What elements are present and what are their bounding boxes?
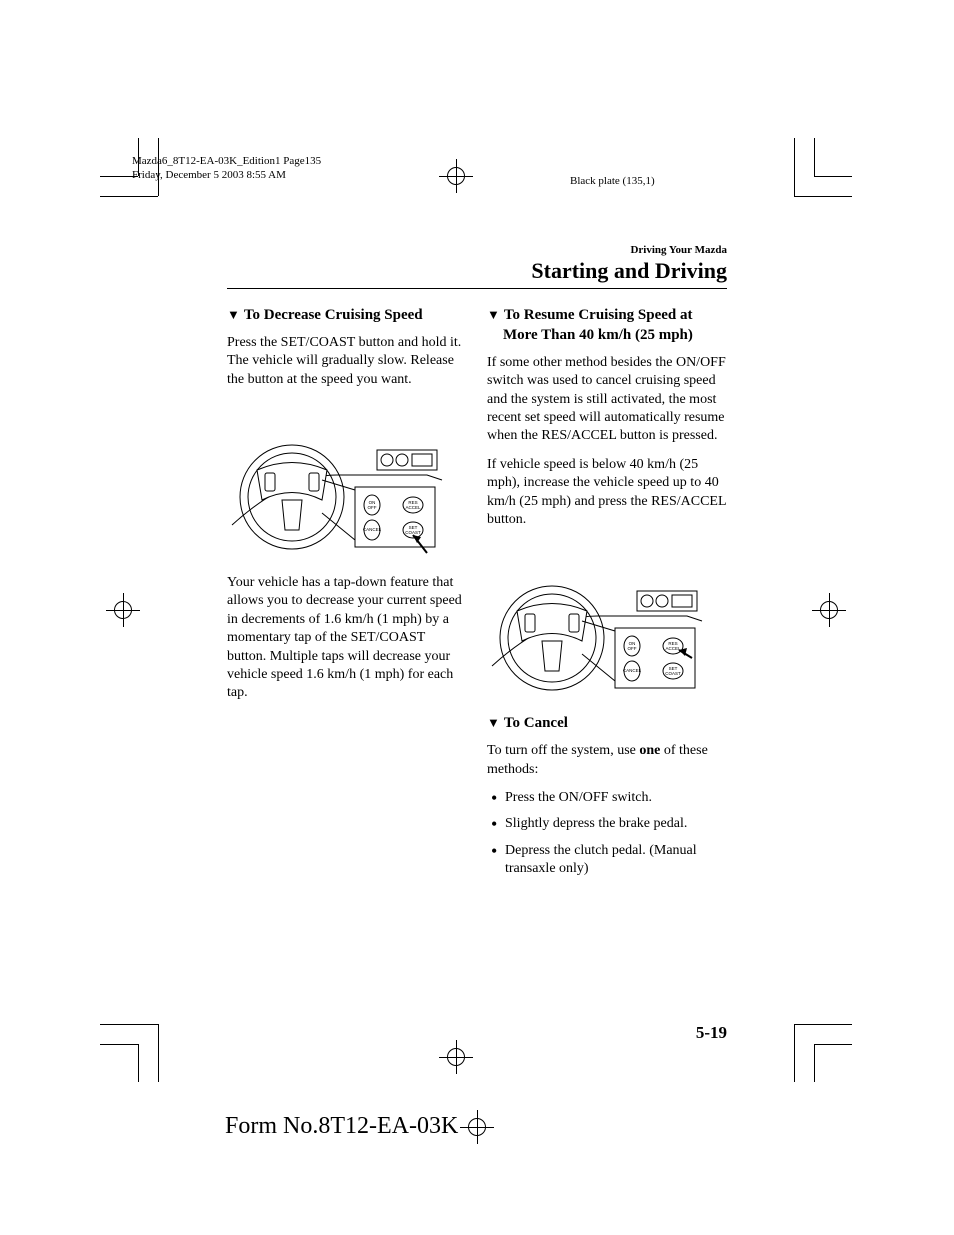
- doc-id: Mazda6_8T12-EA-03K_Edition1 Page135: [132, 155, 321, 169]
- manual-page: Mazda6_8T12-EA-03K_Edition1 Page135 Frid…: [0, 0, 954, 1235]
- subhead-decrease-speed: ▼ To Decrease Cruising Speed: [227, 306, 467, 326]
- svg-text:CANCEL: CANCEL: [363, 527, 382, 532]
- subhead-text: To Resume Cruising Speed at More Than 40…: [503, 307, 693, 343]
- svg-text:CANCEL: CANCEL: [623, 668, 642, 673]
- registration-mark-icon: [106, 593, 140, 627]
- list-item: Depress the clutch pedal. (Manual transa…: [489, 842, 727, 879]
- list-item: Press the ON/OFF switch.: [489, 789, 727, 807]
- page-number: 5-19: [696, 1023, 727, 1043]
- doc-timestamp: Friday, December 5 2003 8:55 AM: [132, 169, 321, 183]
- subhead-resume-speed: ▼To Resume Cruising Speed at More Than 4…: [487, 306, 727, 346]
- para-decrease-2: Your vehicle has a tap-down feature that…: [227, 574, 467, 703]
- svg-text:OFF: OFF: [628, 646, 637, 651]
- form-number: Form No.8T12-EA-03K: [225, 1113, 458, 1140]
- svg-text:COAST: COAST: [665, 671, 681, 676]
- para-resume-1: If some other method besides the ON/OFF …: [487, 354, 727, 446]
- cancel-prefix: To turn off the system, use: [487, 743, 639, 758]
- steering-wheel-figure-2: ONOFF RESACCEL CANCEL SETCOAST: [487, 546, 705, 696]
- subhead-text: To Decrease Cruising Speed: [244, 307, 423, 323]
- registration-mark-icon: [439, 1040, 473, 1074]
- crop-mark-icon: [792, 1022, 852, 1082]
- right-column: ▼To Resume Cruising Speed at More Than 4…: [487, 306, 727, 887]
- crop-mark-icon: [100, 1022, 160, 1082]
- section-divider: [227, 288, 727, 289]
- crop-mark-icon: [100, 138, 160, 198]
- subhead-cancel: ▼ To Cancel: [487, 714, 727, 734]
- cancel-methods-list: Press the ON/OFF switch. Slightly depres…: [487, 789, 727, 879]
- triangle-down-icon: ▼: [487, 307, 500, 322]
- svg-text:OFF: OFF: [368, 505, 377, 510]
- registration-mark-icon: [812, 593, 846, 627]
- left-column: ▼ To Decrease Cruising Speed Press the SE…: [227, 306, 467, 713]
- subhead-text: To Cancel: [504, 715, 568, 731]
- para-cancel-intro: To turn off the system, use one of these…: [487, 742, 727, 779]
- header-meta: Mazda6_8T12-EA-03K_Edition1 Page135 Frid…: [132, 155, 321, 183]
- para-resume-2: If vehicle speed is below 40 km/h (25 mp…: [487, 456, 727, 530]
- registration-mark-icon: [460, 1110, 494, 1144]
- crop-mark-icon: [792, 138, 852, 198]
- svg-text:ACCEL: ACCEL: [665, 646, 681, 651]
- svg-text:ACCEL: ACCEL: [405, 505, 421, 510]
- registration-mark-icon: [439, 159, 473, 193]
- para-decrease-1: Press the SET/COAST button and hold it. …: [227, 334, 467, 389]
- chapter-label: Driving Your Mazda: [630, 244, 727, 256]
- cancel-bold: one: [639, 743, 660, 758]
- section-title: Starting and Driving: [531, 258, 727, 284]
- steering-wheel-figure-1: ONOFF RESACCEL CANCEL SETCOAST: [227, 405, 445, 555]
- svg-text:COAST: COAST: [405, 530, 421, 535]
- list-item: Slightly depress the brake pedal.: [489, 815, 727, 833]
- black-plate-label: Black plate (135,1): [570, 175, 655, 187]
- triangle-down-icon: ▼: [227, 307, 240, 322]
- triangle-down-icon: ▼: [487, 715, 500, 730]
